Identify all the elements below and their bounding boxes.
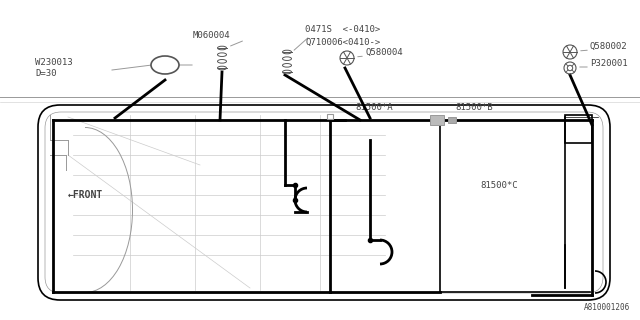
Text: W230013
D=30: W230013 D=30: [35, 58, 72, 78]
Text: 81500*A: 81500*A: [355, 103, 392, 113]
Text: Q580004: Q580004: [365, 47, 403, 57]
Text: 81500*B: 81500*B: [455, 103, 493, 113]
Text: 81500*C: 81500*C: [480, 180, 518, 189]
Text: A810001206: A810001206: [584, 303, 630, 312]
Text: Q710006<0410->: Q710006<0410->: [305, 37, 380, 46]
Text: M060004: M060004: [193, 30, 230, 39]
Text: P320001: P320001: [590, 59, 628, 68]
Text: 0471S  <-0410>: 0471S <-0410>: [305, 26, 380, 35]
Ellipse shape: [151, 56, 179, 74]
Bar: [565, 115, 592, 143]
Bar: [430, 115, 444, 125]
Bar: [327, 114, 333, 119]
Bar: [448, 117, 456, 123]
Text: ←FRONT: ←FRONT: [68, 190, 103, 200]
Text: Q580002: Q580002: [590, 42, 628, 51]
